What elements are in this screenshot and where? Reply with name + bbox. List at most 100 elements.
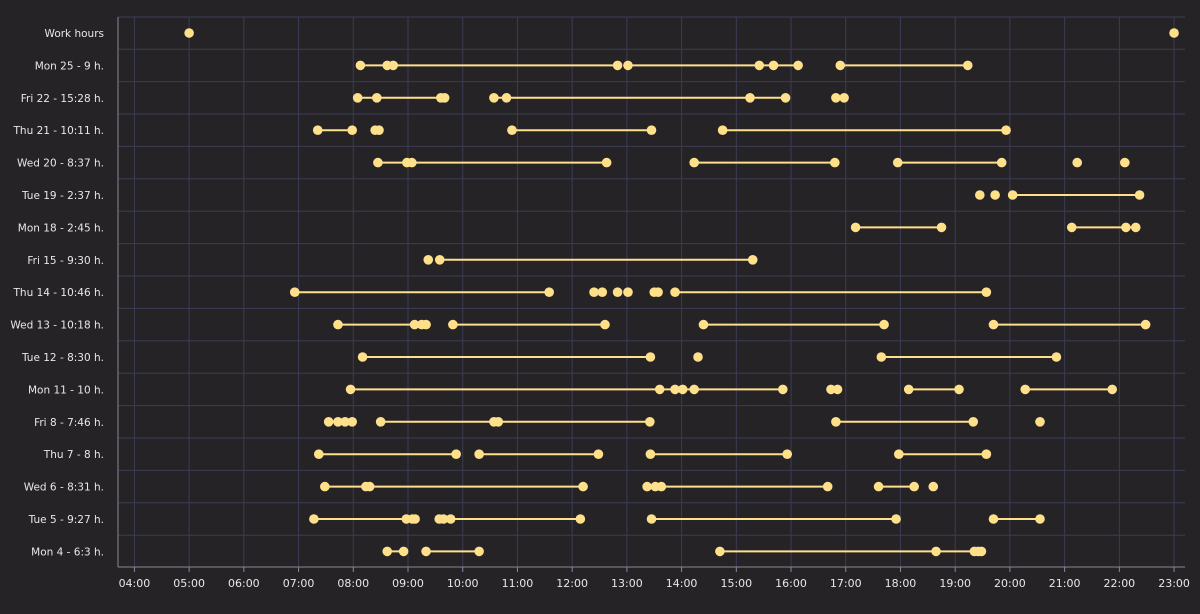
time-point [314, 449, 324, 460]
time-point [670, 287, 680, 298]
time-point [1169, 28, 1179, 38]
time-point [962, 60, 973, 71]
time-point [835, 60, 846, 71]
time-point [715, 546, 725, 557]
time-point [653, 287, 663, 298]
row-label: Tue 12 - 8:30 h. [21, 352, 104, 364]
time-point [990, 190, 1000, 200]
time-point [373, 157, 383, 168]
time-point [474, 546, 484, 557]
time-point [352, 93, 363, 103]
x-tick-label: 20:00 [994, 577, 1026, 590]
time-point [968, 417, 979, 427]
x-tick-label: 06:00 [228, 577, 260, 590]
time-point [1020, 384, 1031, 395]
time-point [421, 319, 431, 330]
row-label: Fri 15 - 9:30 h. [27, 255, 104, 267]
time-point [375, 417, 386, 427]
time-point [398, 546, 409, 557]
time-point [347, 125, 357, 135]
time-point [782, 449, 793, 460]
axes [117, 17, 1185, 572]
row-label: Tue 19 - 2:37 h. [21, 190, 104, 202]
time-point [928, 481, 939, 492]
row-label: Work hours [45, 28, 104, 40]
time-point [996, 157, 1007, 168]
time-point [575, 514, 586, 524]
time-point [873, 481, 884, 492]
time-point [988, 319, 999, 330]
time-point [600, 319, 610, 330]
x-tick-label: 14:00 [666, 577, 698, 590]
x-tick-label: 12:00 [556, 577, 588, 590]
time-point [451, 449, 461, 460]
time-point [754, 60, 765, 71]
time-point [374, 125, 384, 135]
time-point [423, 254, 434, 265]
time-point [601, 157, 612, 168]
x-tick-label: 19:00 [939, 577, 971, 590]
time-point [831, 417, 841, 427]
row-label: Wed 20 - 8:37 h. [17, 158, 104, 170]
time-point [1001, 125, 1011, 135]
time-point [654, 384, 665, 395]
x-tick-label: 13:00 [611, 577, 643, 590]
time-point [612, 60, 623, 71]
time-point [345, 384, 356, 395]
time-point [768, 60, 779, 71]
time-point [931, 546, 941, 557]
time-point [357, 352, 368, 362]
time-point [903, 384, 914, 395]
time-point [909, 481, 919, 492]
time-point [693, 352, 703, 362]
row-label: Fri 22 - 15:28 h. [21, 93, 104, 105]
time-point [382, 546, 393, 557]
time-point [689, 157, 699, 168]
time-point [879, 319, 889, 330]
time-point [612, 287, 623, 298]
time-point [438, 514, 449, 524]
time-point [850, 222, 861, 233]
time-point [544, 287, 554, 298]
x-tick-label: 09:00 [392, 577, 424, 590]
time-point [670, 384, 680, 395]
time-point [1134, 190, 1145, 200]
time-point [445, 514, 456, 524]
time-point [289, 287, 300, 298]
time-point [578, 481, 588, 492]
time-point [892, 157, 903, 168]
time-point [421, 546, 431, 557]
row-label: Wed 6 - 8:31 h. [24, 482, 104, 494]
time-point [593, 449, 604, 460]
time-point [320, 481, 330, 492]
x-tick-label: 16:00 [775, 577, 807, 590]
x-tick-label: 04:00 [119, 577, 151, 590]
time-point [876, 352, 887, 362]
row-label: Thu 7 - 8 h. [43, 449, 104, 461]
time-point [975, 190, 985, 200]
x-tick-label: 23:00 [1158, 577, 1190, 590]
time-point [642, 481, 652, 492]
time-point [623, 287, 633, 298]
row-label: Thu 21 - 10:11 h. [13, 125, 104, 137]
time-point [793, 60, 803, 71]
time-point [448, 319, 458, 330]
time-point [981, 449, 992, 460]
time-point [493, 417, 504, 427]
time-point [689, 384, 699, 395]
row-label: Fri 8 - 7:46 h. [34, 417, 104, 429]
time-point [656, 481, 667, 492]
time-point [645, 449, 656, 460]
time-point [936, 222, 947, 233]
time-point [830, 157, 840, 168]
time-point [976, 546, 987, 557]
time-point [323, 417, 334, 427]
time-point [1051, 352, 1062, 362]
time-point [597, 287, 608, 298]
time-point [677, 384, 688, 395]
time-point [1035, 417, 1045, 427]
time-point [1107, 384, 1118, 395]
time-point [474, 449, 484, 460]
row-label: Thu 14 - 10:46 h. [13, 287, 104, 299]
